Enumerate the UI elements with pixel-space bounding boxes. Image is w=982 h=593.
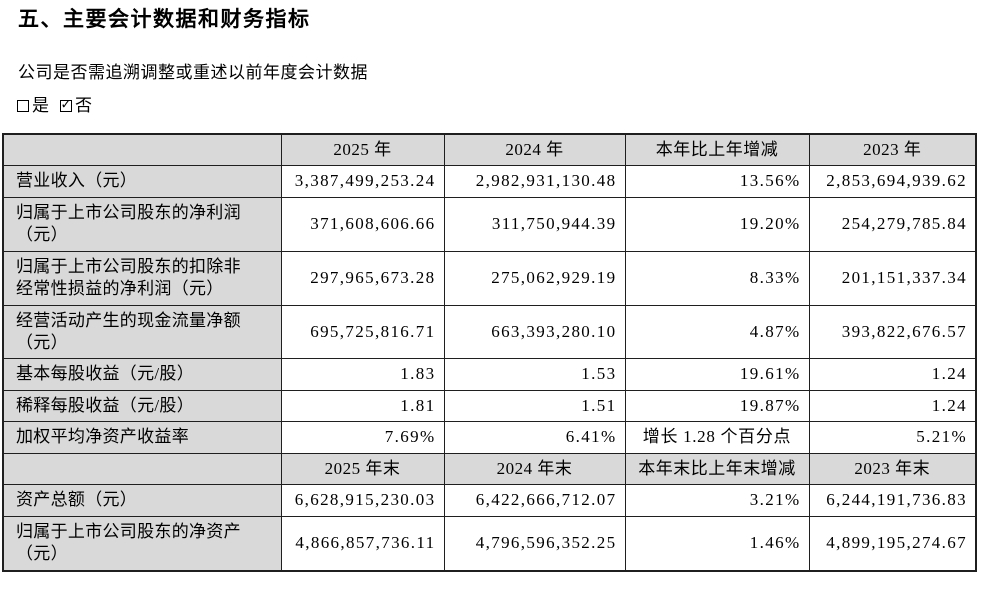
value-cell: 19.61% bbox=[624, 358, 810, 391]
value-cell: 8.33% bbox=[624, 250, 810, 306]
table-row: 归属于上市公司股东的净资产 （元） 4,866,857,736.11 4,796,5… bbox=[2, 515, 977, 572]
value-cell: 6,244,191,736.83 bbox=[808, 484, 977, 517]
value-cell: 201,151,337.34 bbox=[808, 250, 977, 306]
header-label-cell bbox=[2, 133, 282, 167]
checkbox-no-checked[interactable]: ✓ bbox=[60, 97, 72, 113]
header-cell: 2025 年 bbox=[280, 133, 445, 167]
table-row: 稀释每股收益（元/股） 1.81 1.51 19.87% 1.24 bbox=[2, 389, 977, 423]
value-cell: 3,387,499,253.24 bbox=[280, 165, 445, 198]
row-label-cell: 基本每股收益（元/股） bbox=[2, 358, 282, 391]
option-no: ✓ 否 bbox=[60, 96, 92, 116]
value-cell: 19.20% bbox=[624, 196, 810, 252]
value-cell: 5.21% bbox=[808, 421, 977, 454]
value-cell: 6.41% bbox=[443, 421, 626, 454]
value-cell: 4.87% bbox=[624, 304, 810, 360]
header-cell: 2025 年末 bbox=[280, 452, 445, 486]
period-end-header-row: 2025 年末 2024 年末 本年末比上年末增减 2023 年末 bbox=[2, 452, 977, 486]
row-label-cell: 归属于上市公司股东的净利润 （元） bbox=[2, 196, 282, 252]
value-cell: 311,750,944.39 bbox=[443, 196, 626, 252]
section-title: 五、主要会计数据和财务指标 bbox=[18, 7, 311, 31]
value-cell: 6,628,915,230.03 bbox=[280, 484, 445, 517]
value-cell: 7.69% bbox=[280, 421, 445, 454]
header-cell: 2023 年 bbox=[808, 133, 977, 167]
restatement-options: 是 ✓ 否 bbox=[17, 96, 982, 116]
value-cell: 4,866,857,736.11 bbox=[280, 515, 445, 572]
row-label-cell: 归属于上市公司股东的扣除非 经常性损益的净利润（元） bbox=[2, 250, 282, 306]
value-cell: 297,965,673.28 bbox=[280, 250, 445, 306]
document-page: 五、主要会计数据和财务指标 公司是否需追溯调整或重述以前年度会计数据 是 ✓ 否… bbox=[0, 7, 982, 593]
value-cell: 663,393,280.10 bbox=[443, 304, 626, 360]
table-row: 加权平均净资产收益率 7.69% 6.41% 增长 1.28 个百分点 5.21% bbox=[2, 421, 977, 454]
value-cell: 13.56% bbox=[624, 165, 810, 198]
value-cell: 1.53 bbox=[443, 358, 626, 391]
value-cell: 1.81 bbox=[280, 389, 445, 423]
value-cell: 2,982,931,130.48 bbox=[443, 165, 626, 198]
value-cell: 增长 1.28 个百分点 bbox=[624, 421, 810, 454]
header-cell: 2024 年末 bbox=[443, 452, 626, 486]
value-cell: 1.46% bbox=[624, 515, 810, 572]
row-label-cell: 归属于上市公司股东的净资产 （元） bbox=[2, 515, 282, 572]
annual-header-row: 2025 年 2024 年本年比上年增减 2023 年 bbox=[2, 133, 977, 167]
row-label-cell: 资产总额（元） bbox=[2, 484, 282, 517]
value-cell: 695,725,816.71 bbox=[280, 304, 445, 360]
value-cell: 1.51 bbox=[443, 389, 626, 423]
table-row: 归属于上市公司股东的扣除非 经常性损益的净利润（元） 297,965,673.28… bbox=[2, 250, 977, 306]
value-cell: 371,608,606.66 bbox=[280, 196, 445, 252]
header-cell: 本年比上年增减 bbox=[624, 133, 810, 167]
row-label-cell: 加权平均净资产收益率 bbox=[2, 421, 282, 454]
option-yes-label: 是 bbox=[32, 95, 49, 115]
value-cell: 254,279,785.84 bbox=[808, 196, 977, 252]
table-row: 基本每股收益（元/股） 1.83 1.53 19.61% 1.24 bbox=[2, 358, 977, 391]
option-yes: 是 bbox=[17, 96, 49, 116]
table-body: 2025 年 2024 年本年比上年增减 2023 年营业收入（元） 3,387,49… bbox=[2, 133, 977, 572]
table-row: 归属于上市公司股东的净利润 （元） 371,608,606.66 311,750,9… bbox=[2, 196, 977, 252]
value-cell: 275,062,929.19 bbox=[443, 250, 626, 306]
value-cell: 393,822,676.57 bbox=[808, 304, 977, 360]
value-cell: 1.24 bbox=[808, 358, 977, 391]
table-row: 资产总额（元） 6,628,915,230.03 6,422,666,712.07 3… bbox=[2, 484, 977, 517]
value-cell: 6,422,666,712.07 bbox=[443, 484, 626, 517]
restatement-question: 公司是否需追溯调整或重述以前年度会计数据 bbox=[18, 63, 368, 83]
check-icon: ✓ bbox=[60, 97, 72, 113]
option-no-label: 否 bbox=[75, 95, 92, 115]
checkbox-yes-unchecked[interactable] bbox=[17, 99, 29, 112]
row-label-cell: 经营活动产生的现金流量净额 （元） bbox=[2, 304, 282, 360]
header-cell: 2024 年 bbox=[443, 133, 626, 167]
value-cell: 19.87% bbox=[624, 389, 810, 423]
value-cell: 4,796,596,352.25 bbox=[443, 515, 626, 572]
header-cell: 2023 年末 bbox=[808, 452, 977, 486]
value-cell: 1.83 bbox=[280, 358, 445, 391]
value-cell: 4,899,195,274.67 bbox=[808, 515, 977, 572]
value-cell: 3.21% bbox=[624, 484, 810, 517]
header-label-cell bbox=[2, 452, 282, 486]
value-cell: 2,853,694,939.62 bbox=[808, 165, 977, 198]
table-row: 经营活动产生的现金流量净额 （元） 695,725,816.71 663,393,2… bbox=[2, 304, 977, 360]
table-row: 营业收入（元） 3,387,499,253.24 2,982,931,130.48 1… bbox=[2, 165, 977, 198]
financial-indicators-table: 2025 年 2024 年本年比上年增减 2023 年营业收入（元） 3,387,49… bbox=[2, 132, 977, 572]
header-cell: 本年末比上年末增减 bbox=[624, 452, 810, 486]
value-cell: 1.24 bbox=[808, 389, 977, 423]
row-label-cell: 营业收入（元） bbox=[2, 165, 282, 198]
row-label-cell: 稀释每股收益（元/股） bbox=[2, 389, 282, 423]
